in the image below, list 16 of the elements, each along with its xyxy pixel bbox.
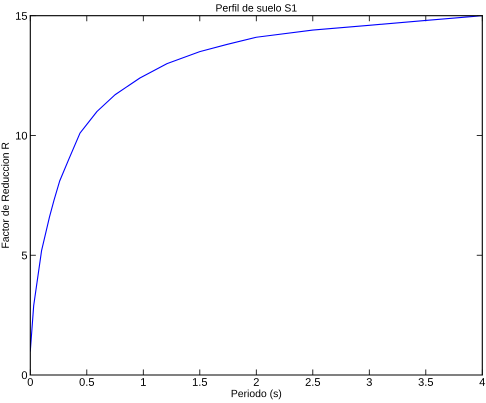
x-tick-label: 4: [479, 378, 486, 386]
x-tick-label: 1: [141, 378, 146, 386]
x-tick-label: 0: [28, 378, 33, 386]
x-axis-title: Periodo (s): [232, 390, 282, 400]
y-tick-label: 0: [22, 371, 28, 380]
x-tick-label: 2: [254, 378, 259, 386]
y-tick-label: 10: [16, 132, 28, 140]
x-tick-label: 0.5: [80, 378, 94, 386]
y-tick-label: 5: [22, 252, 28, 260]
y-tick-label: 15: [16, 12, 28, 20]
x-tick-label: 2.5: [306, 378, 320, 386]
x-tick-label: 3: [366, 378, 372, 386]
x-tick-label: 3.5: [418, 378, 434, 386]
chart-title: Perfil de suelo S1: [216, 4, 297, 12]
x-tick-label: 1.5: [192, 378, 208, 386]
y-axis-title: Factor de Reduccion R: [1, 142, 9, 248]
